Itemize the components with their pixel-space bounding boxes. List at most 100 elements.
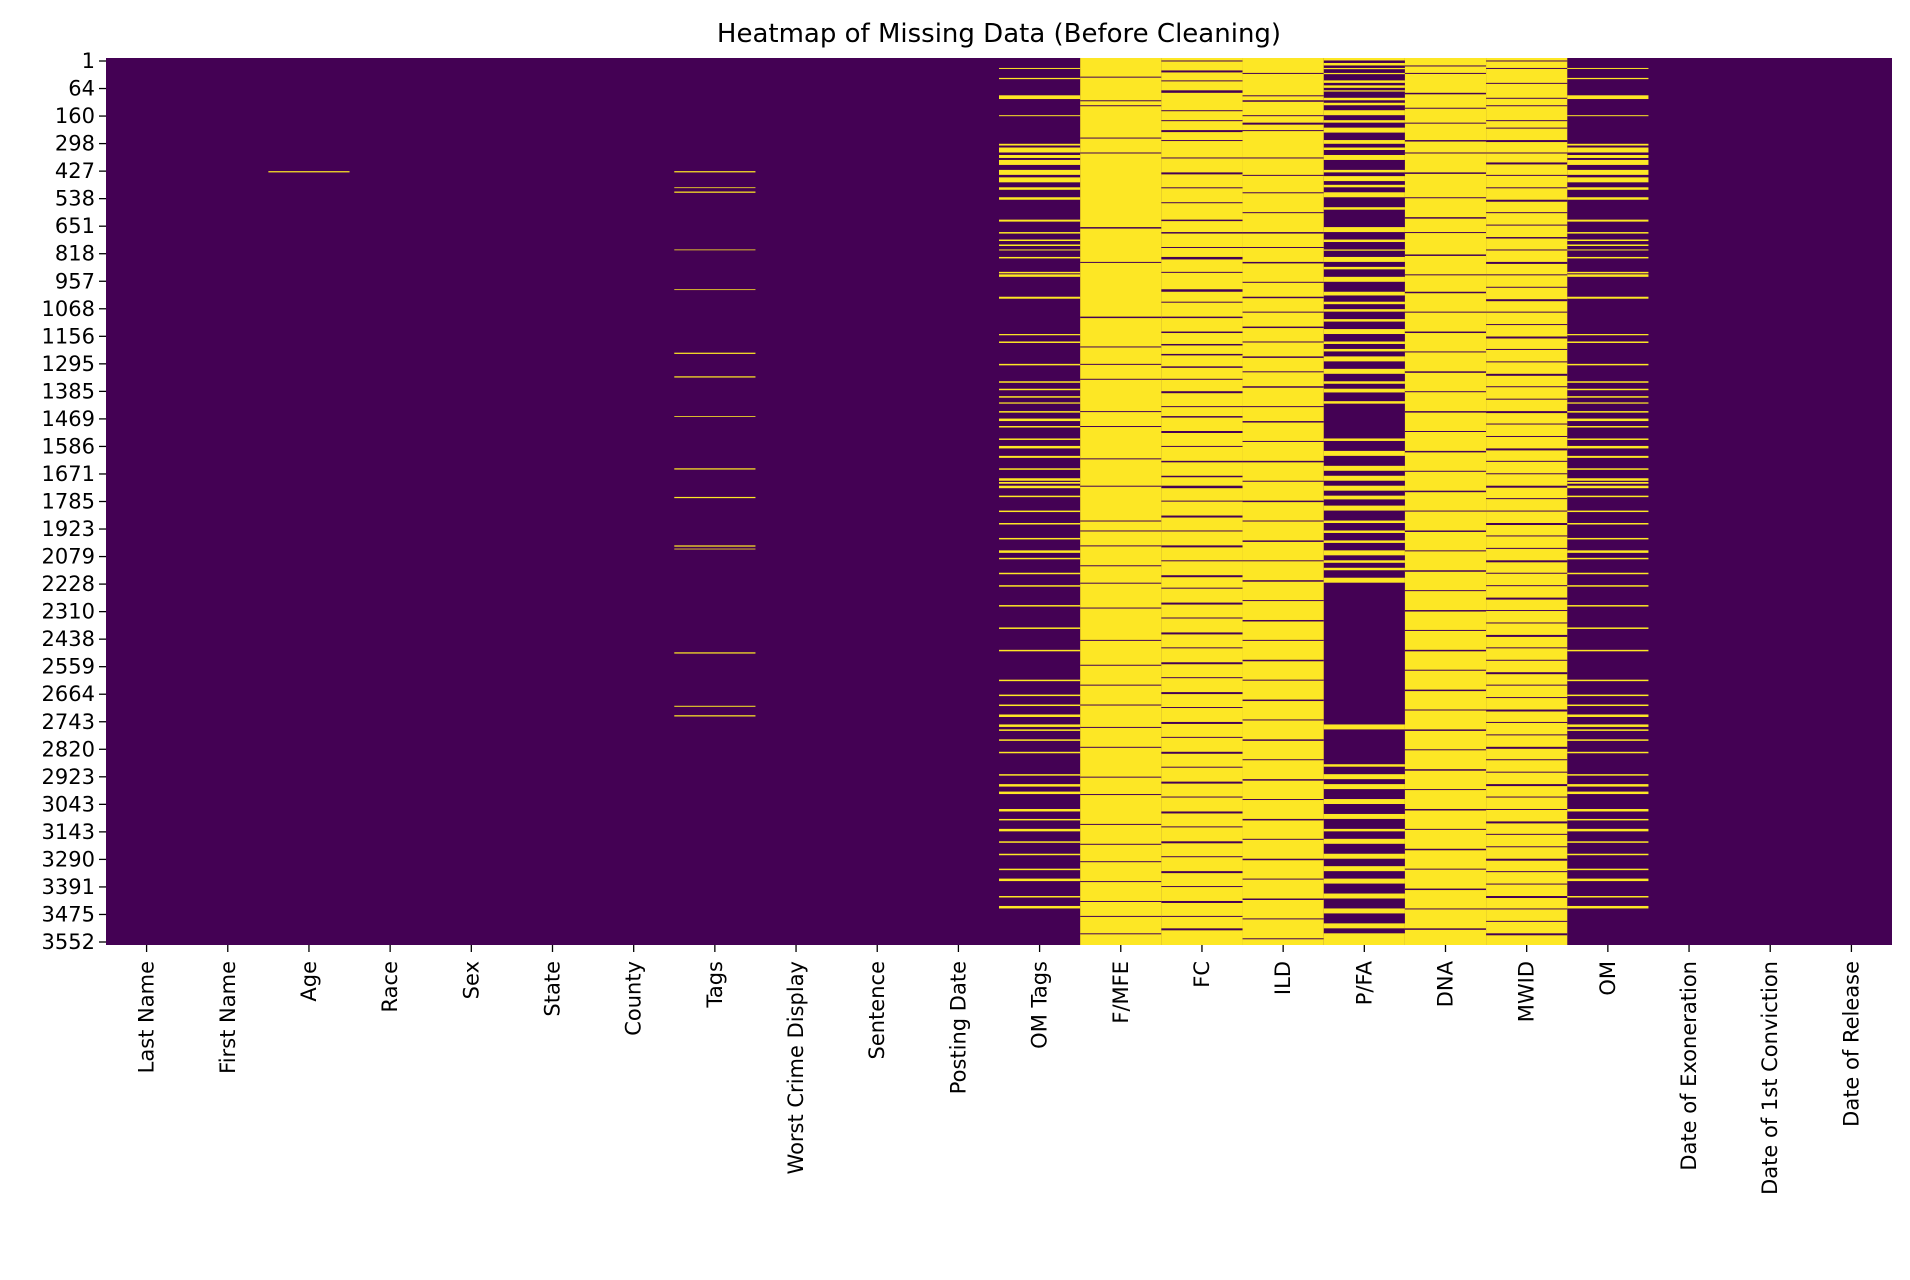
cell-mwid-present — [1486, 224, 1568, 226]
cell-mwid-present — [1486, 647, 1568, 649]
cell-om-missing — [1567, 67, 1649, 69]
cell-om-missing — [1567, 694, 1649, 697]
cell-mwid-present — [1486, 187, 1568, 189]
cell-mwid-present — [1486, 833, 1568, 835]
cell-om-missing — [1567, 159, 1649, 165]
cell-fc-present — [1161, 187, 1243, 189]
cell-om-tags-missing — [999, 537, 1081, 540]
cell-p-fa-missing — [1323, 309, 1405, 312]
cell-om-tags-missing — [999, 841, 1081, 843]
cell-mwid-present — [1486, 373, 1568, 376]
cell-om-tags-missing — [999, 495, 1081, 498]
cell-mwid-present — [1486, 672, 1568, 675]
cell-om-missing — [1567, 478, 1649, 481]
cell-p-fa-missing — [1323, 239, 1405, 243]
cell-dna-present — [1404, 331, 1487, 334]
x-tick-label: County — [622, 961, 646, 1036]
cell-ild-present — [1242, 72, 1324, 74]
cell-fc-present — [1161, 602, 1243, 605]
x-tick-label: OM — [1596, 961, 1620, 996]
cell-mwid-present — [1486, 659, 1568, 661]
cell-mwid-present — [1486, 572, 1568, 574]
cell-om-tags-missing — [999, 411, 1081, 413]
y-tick-label: 1785 — [42, 490, 95, 514]
cell-mwid-present — [1486, 746, 1568, 749]
cell-f-mfe-present — [1080, 261, 1162, 263]
y-tick-label: 3552 — [42, 930, 95, 954]
cell-f-mfe-present — [1080, 411, 1162, 413]
cell-om-tags-missing — [999, 739, 1081, 741]
cell-fc-present — [1161, 886, 1243, 888]
cell-fc-present — [1161, 60, 1243, 62]
cell-tags-missing — [674, 187, 756, 189]
y-tick-label: 2559 — [42, 655, 95, 679]
cell-fc-present — [1161, 485, 1243, 489]
cell-tags-missing — [674, 548, 756, 550]
cell-om-tags-missing — [999, 169, 1081, 175]
cell-om-tags-missing — [999, 714, 1081, 717]
x-tick-label: Date of Exoneration — [1677, 961, 1701, 1171]
cell-om-missing — [1567, 878, 1649, 882]
cell-mwid-present — [1486, 634, 1568, 637]
y-tick-label: 3143 — [42, 820, 95, 844]
cell-p-fa-missing — [1323, 97, 1405, 101]
cell-tags-missing — [674, 249, 756, 251]
cell-om-missing — [1567, 649, 1649, 652]
cell-ild-present — [1242, 371, 1324, 373]
cell-om-tags-missing — [999, 557, 1081, 560]
cell-dna-present — [1404, 92, 1487, 95]
cell-om-tags-missing — [999, 95, 1081, 100]
cell-fc-present — [1161, 232, 1243, 234]
cell-ild-present — [1242, 858, 1324, 861]
cell-ild-present — [1242, 898, 1324, 900]
cell-om-missing — [1567, 841, 1649, 843]
cell-mwid-present — [1486, 311, 1568, 313]
cell-om-tags-missing — [999, 244, 1081, 246]
x-tick-label: Last Name — [135, 961, 159, 1073]
cell-p-fa-missing — [1323, 764, 1405, 767]
cell-fc-present — [1161, 662, 1243, 665]
cell-om-missing — [1567, 169, 1649, 175]
cell-p-fa-missing — [1323, 908, 1405, 914]
cell-fc-present — [1161, 416, 1243, 418]
cell-ild-present — [1242, 296, 1324, 299]
cell-om-missing — [1567, 411, 1649, 413]
cell-mwid-present — [1486, 784, 1568, 787]
cell-p-fa-missing — [1323, 184, 1405, 188]
cell-om-tags-missing — [999, 219, 1081, 222]
y-tick-label: 3290 — [42, 847, 95, 871]
cell-mwid-present — [1486, 423, 1568, 425]
y-tick-label: 957 — [55, 269, 95, 293]
cell-p-fa-missing — [1323, 550, 1405, 556]
cell-om-missing — [1567, 523, 1649, 525]
cell-mwid-present — [1486, 199, 1568, 202]
cell-p-fa-missing — [1323, 933, 1405, 945]
cell-fc-present — [1161, 707, 1243, 709]
cell-om-missing — [1567, 468, 1649, 470]
cell-om-missing — [1567, 455, 1649, 458]
cell-ild-present — [1242, 699, 1324, 702]
cell-f-mfe-present — [1080, 520, 1162, 522]
cell-f-mfe-present — [1080, 316, 1162, 319]
cell-fc-present — [1161, 515, 1243, 518]
cell-ild-present — [1242, 659, 1324, 662]
cell-om-missing — [1567, 177, 1649, 183]
x-tick-label: Tags — [703, 961, 727, 1009]
cell-om-tags-missing — [999, 774, 1081, 776]
cell-dna-present — [1404, 470, 1487, 472]
cell-tags-missing — [674, 496, 756, 499]
y-tick-label: 538 — [55, 187, 95, 211]
cell-mwid-present — [1486, 908, 1568, 910]
cell-dna-present — [1404, 122, 1487, 124]
cell-f-mfe-present — [1080, 152, 1162, 154]
cell-f-mfe-present — [1080, 843, 1162, 845]
cell-mwid-present — [1486, 560, 1568, 563]
cell-mwid-present — [1486, 684, 1568, 686]
cell-fc-present — [1161, 246, 1243, 248]
cell-ild-present — [1242, 440, 1324, 442]
cell-om-missing — [1567, 896, 1649, 898]
cell-fc-present — [1161, 900, 1243, 903]
cell-p-fa-missing — [1323, 530, 1405, 533]
cell-p-fa-missing — [1323, 62, 1405, 66]
cell-ild-present — [1242, 560, 1324, 562]
